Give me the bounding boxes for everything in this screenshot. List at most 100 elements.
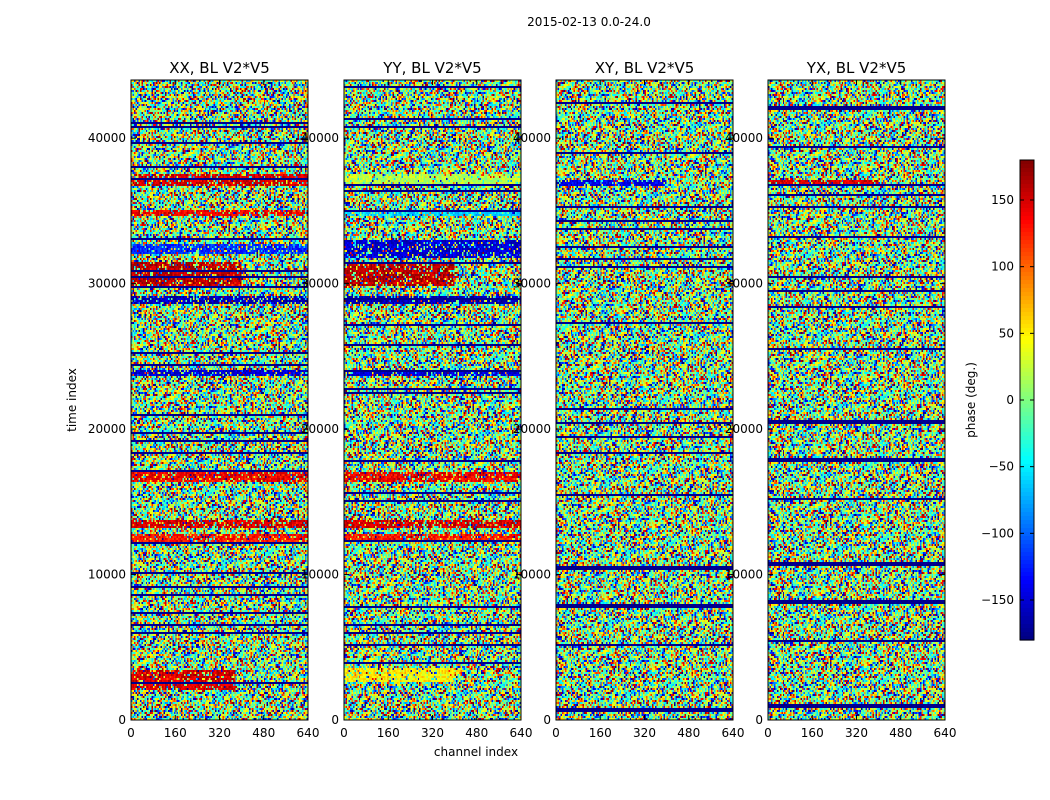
colorbar-segment [1020,504,1034,509]
colorbar-tick-label-5: 100 [991,260,1014,274]
colorbar-segment [1020,180,1034,185]
y-tick-label-1-3: 30000 [301,277,339,291]
colorbar-segment [1020,356,1034,361]
panel-title-3: YX, BL V2*V5 [806,59,907,77]
x-tick-label-1-4: 640 [510,726,533,740]
colorbar-segment [1020,240,1034,245]
colorbar-segment [1020,616,1034,621]
colorbar-segment [1020,448,1034,453]
colorbar-segment [1020,432,1034,437]
colorbar-segment [1020,176,1034,181]
x-tick-label-3-3: 480 [889,726,912,740]
panels: XX, BL V2*V5 0 160 320 480 640 0 10000 20000 3000… [88,59,957,740]
colorbar-segment [1020,444,1034,449]
colorbar-segment [1020,584,1034,589]
colorbar-segment [1020,224,1034,229]
x-tick-label-0-0: 0 [127,726,135,740]
colorbar-tick-label-6: 150 [991,193,1014,207]
colorbar-segment [1020,556,1034,561]
colorbar-segment [1020,420,1034,425]
colorbar-segment [1020,260,1034,265]
colorbar-segment [1020,480,1034,485]
y-tick-label-0-3: 30000 [88,277,126,291]
y-tick-label-0-2: 20000 [88,422,126,436]
y-axis-label: time index [65,368,79,432]
colorbar-segment [1020,216,1034,221]
colorbar-segment [1020,188,1034,193]
colorbar-segment [1020,440,1034,445]
colorbar-segment [1020,232,1034,237]
colorbar-segment [1020,604,1034,609]
colorbar-segment [1020,172,1034,177]
colorbar-segment [1020,208,1034,213]
colorbar-segment [1020,540,1034,545]
colorbar-segment [1020,476,1034,481]
colorbar-segment [1020,396,1034,401]
heatmap-image-3 [768,80,945,720]
x-tick-label-2-4: 640 [722,726,745,740]
panel-3: YX, BL V2*V5 0 160 320 480 640 0 10000 20000 3000… [725,59,957,740]
colorbar-segment [1020,508,1034,513]
y-tick-label-2-4: 40000 [513,131,551,145]
x-tick-label-0-4: 640 [297,726,320,740]
y-tick-label-3-2: 20000 [725,422,763,436]
colorbar-segment [1020,164,1034,169]
colorbar-segment [1020,428,1034,433]
x-tick-label-3-0: 0 [764,726,772,740]
colorbar-segment [1020,328,1034,333]
colorbar-tick-label-4: 50 [999,326,1014,340]
colorbar-segment [1020,636,1034,641]
colorbar-segment [1020,292,1034,297]
y-tick-label-1-2: 20000 [301,422,339,436]
colorbar-segment [1020,548,1034,553]
colorbar-segment [1020,452,1034,457]
colorbar-segment [1020,588,1034,593]
colorbar-segment [1020,296,1034,301]
colorbar-segment [1020,336,1034,341]
colorbar-segment [1020,364,1034,369]
colorbar-segment [1020,436,1034,441]
colorbar-segment [1020,384,1034,389]
panel-0: XX, BL V2*V5 0 160 320 480 640 0 10000 20000 3000… [88,59,320,740]
colorbar-segment [1020,272,1034,277]
colorbar-segment [1020,568,1034,573]
x-tick-label-2-2: 320 [633,726,656,740]
colorbar-segment [1020,280,1034,285]
colorbar-segment [1020,340,1034,345]
x-tick-label-3-4: 640 [934,726,957,740]
colorbar-segment [1020,248,1034,253]
heatmap-image-1 [344,80,521,720]
y-tick-label-1-0: 0 [331,713,339,727]
colorbar-segment [1020,312,1034,317]
colorbar-segment [1020,612,1034,617]
colorbar-segment [1020,416,1034,421]
colorbar-segment [1020,308,1034,313]
colorbar-tick-label-2: −50 [989,460,1014,474]
colorbar-segment [1020,572,1034,577]
x-tick-label-1-2: 320 [421,726,444,740]
colorbar-segment [1020,576,1034,581]
colorbar-segment [1020,228,1034,233]
colorbar-segment [1020,360,1034,365]
x-tick-label-0-1: 160 [164,726,187,740]
x-tick-label-3-2: 320 [845,726,868,740]
colorbar-segment [1020,392,1034,397]
colorbar-segment [1020,284,1034,289]
colorbar-segment [1020,552,1034,557]
colorbar-segment [1020,268,1034,273]
colorbar-segment [1020,264,1034,269]
figure-suptitle: 2015-02-13 0.0-24.0 [527,15,651,29]
colorbar-segment [1020,580,1034,585]
y-tick-label-1-1: 10000 [301,568,339,582]
y-tick-label-3-3: 30000 [725,277,763,291]
colorbar-segment [1020,252,1034,257]
panel-title-2: XY, BL V2*V5 [595,59,695,77]
x-tick-label-0-2: 320 [208,726,231,740]
colorbar-segment [1020,472,1034,477]
colorbar-segment [1020,632,1034,637]
colorbar-segment [1020,424,1034,429]
colorbar-segment [1020,400,1034,405]
colorbar-segment [1020,236,1034,241]
y-tick-label-2-1: 10000 [513,568,551,582]
